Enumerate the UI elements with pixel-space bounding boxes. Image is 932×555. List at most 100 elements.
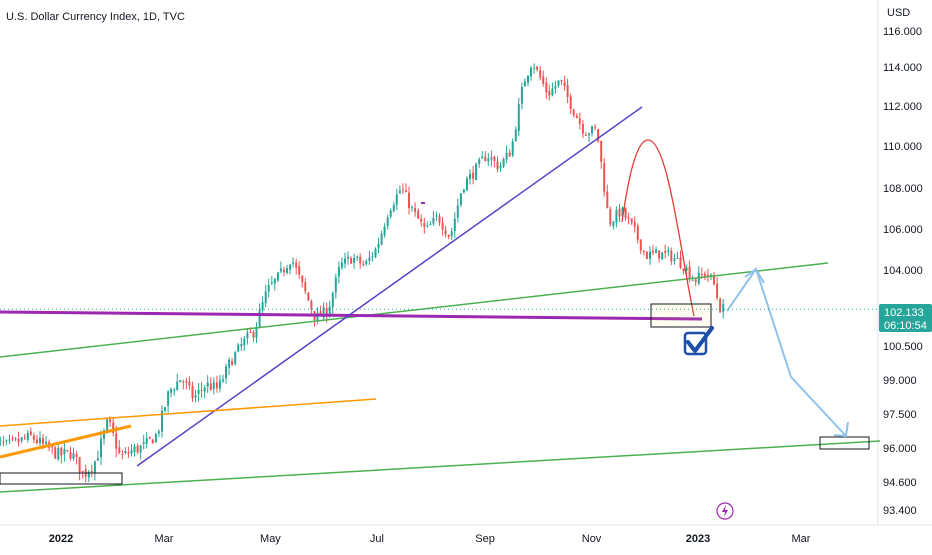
candle-body [11, 438, 14, 440]
candle-body [633, 221, 636, 227]
candle-body [298, 266, 301, 275]
candle-body [438, 216, 441, 223]
candle-body [691, 279, 694, 281]
candle-body [5, 440, 8, 442]
candle-body [130, 450, 133, 454]
candle-body [139, 445, 142, 453]
green-upper-trendline[interactable] [0, 262, 829, 358]
candle-body [441, 222, 444, 230]
candle-body [109, 419, 112, 422]
candle-body [389, 210, 392, 217]
candle-body [444, 230, 447, 235]
candle-body [127, 452, 130, 454]
x-tick-label: Nov [582, 533, 602, 545]
candle-body [26, 432, 29, 440]
candle-body [87, 471, 90, 478]
candle-body [417, 210, 420, 219]
blue-uptrend-line[interactable] [136, 106, 643, 467]
candle-body [469, 173, 471, 180]
candle-body [340, 262, 343, 268]
candle-body [499, 165, 502, 168]
candle-body [356, 256, 359, 258]
candle-body [212, 382, 215, 389]
time-axis[interactable]: 2022 Mar May Jul Sep Nov 2023 Mar [49, 533, 811, 545]
candle-body [380, 233, 383, 245]
candle-body [255, 327, 258, 339]
candle-body [597, 129, 600, 142]
support-box-current[interactable] [650, 303, 712, 328]
candle-body [551, 88, 554, 96]
candle-body [466, 178, 468, 191]
orange-channel-line[interactable] [0, 398, 377, 427]
candle-body [243, 338, 246, 346]
projection-path[interactable] [726, 266, 847, 437]
candle-body [0, 439, 2, 441]
purple-support-line[interactable] [0, 310, 703, 321]
x-tick-label: Mar [791, 533, 810, 545]
candle-body [292, 262, 295, 264]
candle-body [420, 218, 423, 222]
candle-body [8, 439, 11, 441]
countdown-label: 06:10:54 [884, 320, 927, 332]
support-box-left[interactable] [0, 472, 123, 485]
candle-body [142, 442, 145, 444]
candle-body [563, 82, 566, 86]
candle-body [234, 352, 237, 364]
candle-body [533, 67, 536, 69]
candle-body [337, 267, 340, 277]
y-tick-label: 96.000 [883, 443, 917, 455]
candle-body [197, 389, 200, 394]
candle-body [258, 310, 261, 328]
candle-body [23, 437, 26, 439]
candle-body [264, 291, 267, 304]
candle-body [173, 389, 176, 391]
candle-body [286, 268, 288, 273]
candle-body [475, 163, 478, 180]
candle-body [365, 261, 368, 264]
y-tick-label: 93.400 [883, 505, 917, 517]
candle-body [527, 75, 529, 83]
candle-body [606, 191, 609, 208]
candle-body [231, 361, 234, 366]
candle-body [14, 438, 17, 440]
candle-body [545, 82, 548, 93]
target-box[interactable] [819, 436, 870, 450]
candle-body [673, 258, 676, 262]
candle-body [66, 449, 69, 451]
orange-wedge-line[interactable] [0, 424, 132, 459]
lightning-event-icon[interactable] [716, 502, 734, 520]
candle-body [456, 205, 459, 218]
red-arc-drawing[interactable] [621, 139, 695, 317]
candle-body [517, 104, 520, 131]
candle-body [32, 435, 35, 440]
green-lower-trendline[interactable] [0, 440, 881, 493]
candle-body [386, 217, 389, 227]
candle-body [276, 272, 279, 281]
candle-body [478, 159, 481, 164]
candle-body [566, 85, 569, 97]
candle-body [151, 439, 154, 444]
candle-body [414, 208, 417, 212]
candle-body [222, 379, 224, 382]
candles-group [0, 63, 725, 483]
candle-body [124, 451, 127, 453]
candle-body [200, 389, 203, 391]
candle-body [621, 207, 624, 216]
drawings-group[interactable] [0, 106, 881, 493]
x-tick-label: May [260, 533, 281, 545]
candle-body [645, 251, 648, 259]
candle-body [627, 217, 630, 219]
y-tick-label: 97.500 [883, 409, 917, 421]
candle-body [182, 381, 185, 383]
candle-body [20, 437, 23, 441]
candle-body [615, 210, 618, 223]
candle-body [90, 470, 93, 472]
y-tick-label: 108.000 [883, 183, 923, 195]
candle-body [240, 344, 243, 347]
price-badge: 102.133 06:10:54 [879, 304, 932, 332]
candle-body [161, 410, 163, 432]
candle-body [670, 250, 673, 262]
